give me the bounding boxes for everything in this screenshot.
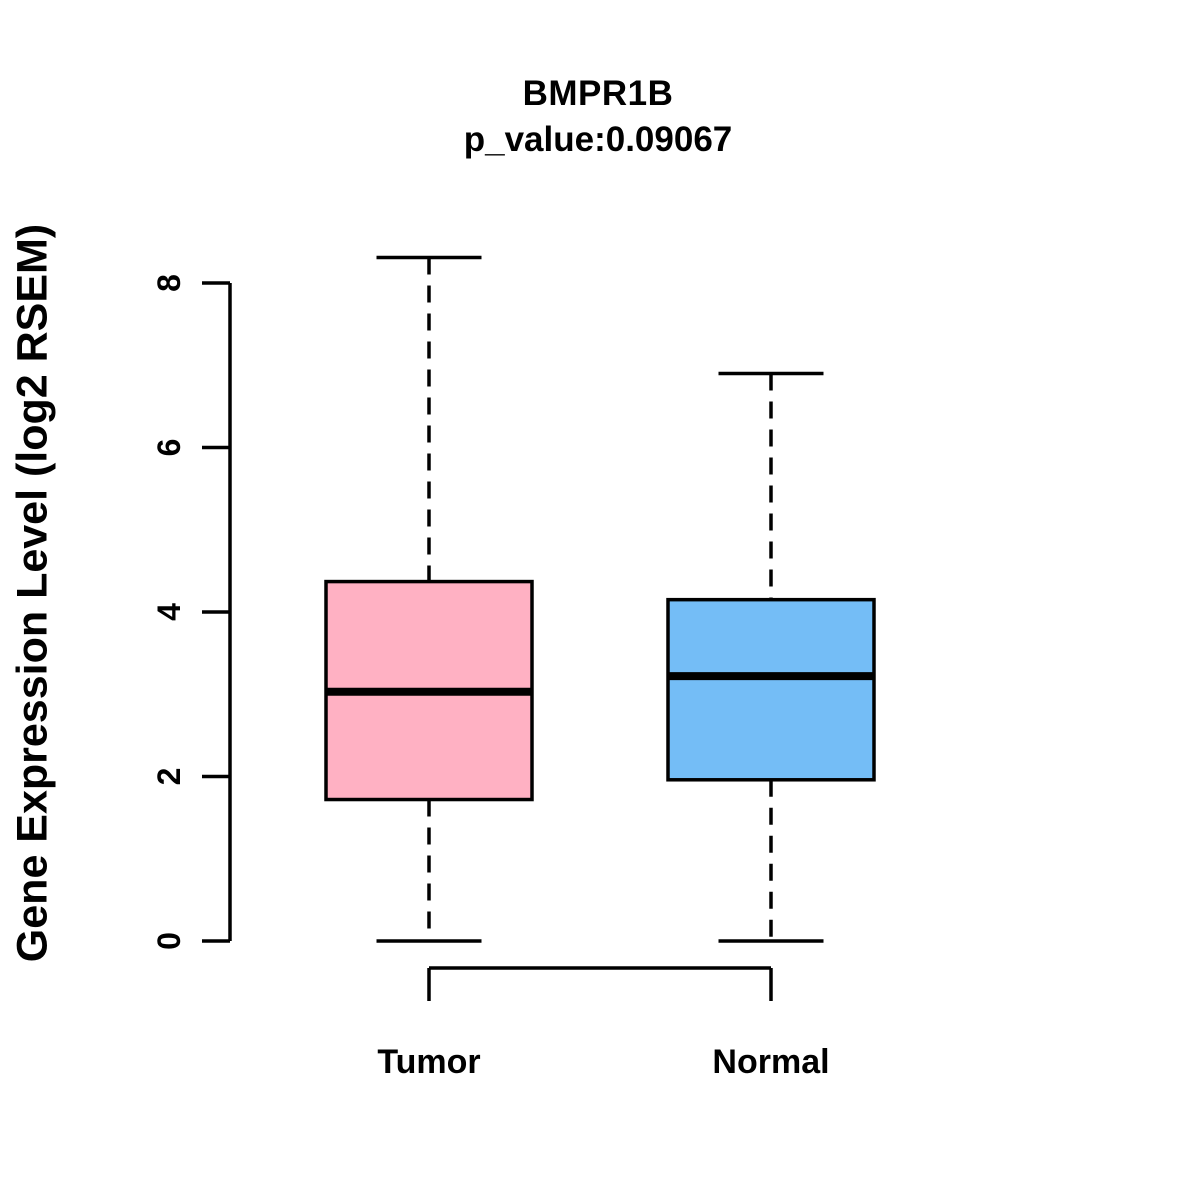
- y-tick-label: 6: [151, 439, 187, 457]
- chart-title: BMPR1B: [522, 74, 674, 113]
- y-tick-label: 2: [151, 768, 187, 786]
- category-label: Normal: [712, 1043, 829, 1081]
- category-label: Tumor: [377, 1043, 480, 1081]
- y-tick-label: 4: [151, 603, 187, 621]
- y-tick-label: 0: [151, 932, 187, 950]
- chart-subtitle: p_value:0.09067: [463, 120, 733, 159]
- iqr-box-normal: [666, 597, 876, 782]
- y-tick-label: 8: [151, 274, 187, 292]
